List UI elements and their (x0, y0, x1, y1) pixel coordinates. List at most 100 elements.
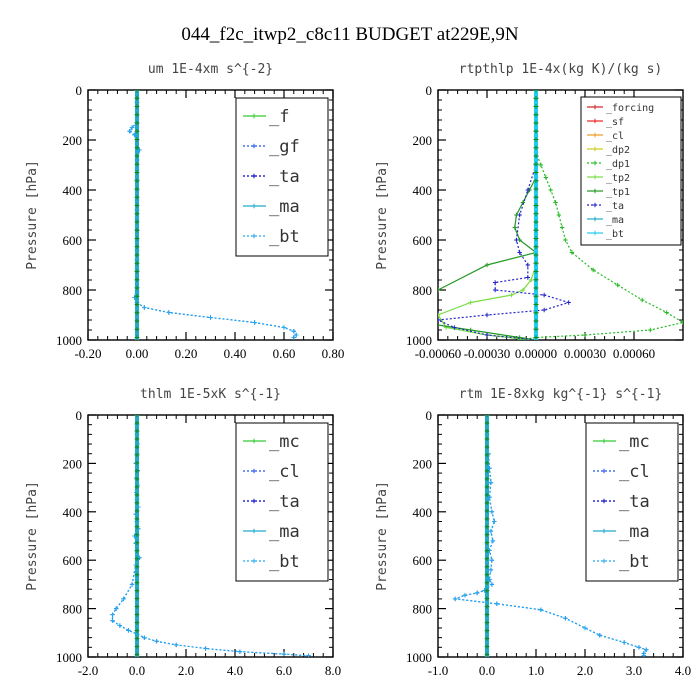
series-bt-point (533, 261, 539, 266)
panel-rtpthlp: rtpthlp 1E-4x(kg K)/(kg s) Pressure [hPa]… (375, 62, 684, 361)
legend-marker (592, 146, 598, 152)
y-tick-label: 800 (63, 283, 83, 298)
legend-marker (251, 438, 257, 444)
series-bt-point (110, 618, 115, 623)
series-bt-point (533, 162, 539, 167)
series-bt-point (121, 596, 126, 602)
legend-marker (251, 233, 257, 239)
legend-marker (251, 498, 257, 504)
y-tick-label: 1000 (406, 650, 432, 665)
series-ma-point (134, 556, 140, 561)
series-dp1-point (664, 310, 669, 315)
series-bt-point (462, 593, 468, 598)
series-dp1-point (648, 327, 653, 333)
panels-group: um 1E-4xm s^{-2}Pressure [hPa]-0.20 0.00 0… (25, 62, 691, 678)
legend-marker (251, 113, 257, 119)
series-tp1-point (512, 225, 517, 230)
series-ma-point (134, 652, 140, 657)
series-ta-point (541, 292, 547, 298)
series-bt-point (533, 228, 539, 233)
series-group (419, 90, 683, 340)
series-ma-point (134, 203, 140, 208)
series-bt-point (533, 252, 539, 258)
series-ta-point (525, 275, 531, 280)
series-dp1-point (680, 320, 683, 325)
y-tick-label: 400 (63, 183, 83, 198)
series-ma-point (134, 452, 140, 458)
y-axis-title: Pressure [hPa] (375, 481, 390, 591)
series-ma-point (134, 436, 140, 442)
legend-label: _cl (269, 462, 300, 482)
legend-label: _cl (619, 462, 650, 482)
y-axis-title: Pressure [hPa] (25, 160, 40, 270)
series-tp1-point (419, 320, 423, 324)
series-dp1-point (569, 250, 575, 255)
series-ta-point (517, 212, 522, 218)
legend-marker (601, 528, 607, 534)
series-ma-point (134, 129, 140, 134)
legend-marker (601, 468, 607, 474)
legend-label: _ma (269, 197, 300, 217)
series-bt-point (142, 635, 147, 640)
series-tp2-point (528, 277, 534, 283)
series-ta-point (492, 287, 498, 293)
panel-um: um 1E-4xm s^{-2} Pressure [hPa] -0.20 0.00 0… (25, 62, 344, 361)
series-dp1-point (639, 297, 645, 303)
series-ma-point (484, 548, 490, 553)
series-ma-point (484, 436, 490, 442)
series-bt-point (174, 642, 179, 648)
series-dp1-point (553, 200, 558, 205)
series-ma-point (134, 186, 140, 192)
legend-label: _bt (606, 229, 624, 240)
legend-marker (601, 558, 607, 564)
series-bt-point (306, 653, 311, 657)
series-bt-point (533, 327, 539, 332)
y-tick-label: 600 (413, 233, 433, 248)
series-ta-point (541, 307, 547, 313)
x-tick-label: 1.0 (528, 663, 544, 678)
series-bt-point (281, 325, 287, 330)
y-tick-label: 400 (413, 505, 433, 520)
series-ma-point (134, 492, 140, 498)
series-ma-point (134, 302, 140, 307)
series-ma-point (134, 269, 140, 274)
series-group (110, 415, 311, 657)
series-bt-point (203, 646, 208, 651)
series-bt-point (538, 607, 544, 613)
series-bt-point (475, 590, 480, 596)
series-ma-point (134, 90, 140, 93)
y-axis-title: Pressure [hPa] (25, 481, 40, 591)
series-dp1-point (538, 162, 544, 168)
y-tick-label: 0 (426, 83, 433, 98)
series-ma-point (134, 460, 140, 466)
series-ta-point (438, 317, 441, 323)
series-ma-point (484, 516, 490, 522)
series-tp1-point (484, 262, 490, 268)
series-ta-line (438, 164, 571, 340)
series-ma-point (484, 524, 490, 530)
y-tick-label: 200 (413, 133, 433, 148)
series-bt-point (237, 649, 243, 654)
series-dp1-point (559, 225, 565, 230)
series-ma-point (134, 228, 140, 233)
series-ma-point (484, 428, 490, 434)
y-tick-label: 1000 (56, 650, 82, 665)
x-tick-label: 0.60 (273, 346, 296, 361)
series-ma-point (134, 294, 140, 299)
series-tp2-point (468, 300, 473, 305)
x-tick-label: -1.0 (428, 663, 449, 678)
series-ma-point (134, 310, 140, 315)
series-bt-point (533, 236, 539, 241)
series-ma-point (134, 636, 140, 641)
series-ma-point (484, 620, 490, 625)
series-bt-point (533, 211, 539, 216)
series-bt-point (533, 219, 539, 225)
series-ma-point (134, 153, 140, 159)
y-tick-label: 1000 (406, 333, 432, 348)
legend-label: _ta (619, 492, 650, 512)
series-ma-point (134, 327, 140, 332)
legend-label: _ma (619, 522, 650, 542)
series-bt-point (294, 332, 299, 338)
y-tick-label: 0 (76, 408, 83, 423)
series-bt-point (492, 519, 497, 524)
